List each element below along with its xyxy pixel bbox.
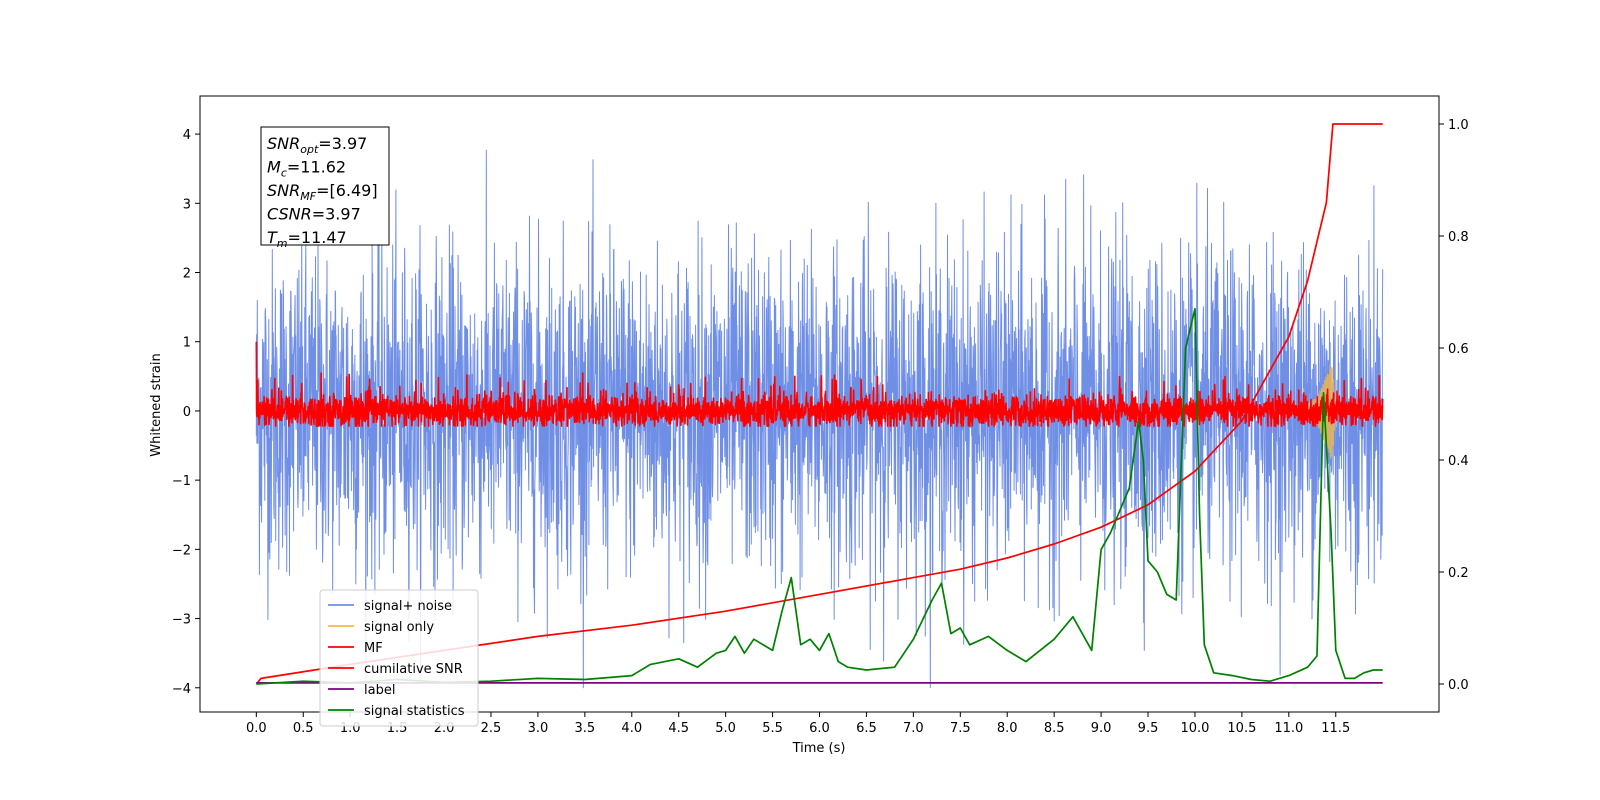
x-tick-label: 5.5 bbox=[762, 721, 783, 736]
y-tick-label: 3 bbox=[183, 197, 191, 212]
x-tick-label: 11.5 bbox=[1321, 721, 1350, 736]
y2-tick-label: 1.0 bbox=[1448, 118, 1469, 133]
y-tick-label: −2 bbox=[172, 543, 191, 558]
x-tick-label: 10.5 bbox=[1227, 721, 1256, 736]
y-axis-left: −4 −3 −2 −1 0 1 2 3 4 bbox=[172, 128, 200, 697]
x-tick-label: 8.5 bbox=[1044, 721, 1065, 736]
x-tick-label: 11.0 bbox=[1274, 721, 1303, 736]
x-tick-label: 0.5 bbox=[293, 721, 314, 736]
legend-label-signal-noise: signal+ noise bbox=[364, 599, 452, 614]
x-tick-label: 9.5 bbox=[1138, 721, 1159, 736]
y2-tick-label: 0.0 bbox=[1448, 678, 1469, 693]
x-tick-label: 7.5 bbox=[950, 721, 971, 736]
legend-label-mf: MF bbox=[364, 641, 383, 656]
y2-tick-label: 0.2 bbox=[1448, 566, 1469, 581]
x-tick-label: 0.0 bbox=[246, 721, 267, 736]
x-tick-label: 2.5 bbox=[481, 721, 502, 736]
series-line-mf bbox=[255, 341, 1384, 427]
series-line-signal-statistics bbox=[256, 307, 1383, 685]
y-tick-label: 4 bbox=[183, 128, 191, 143]
legend-label-signal-only: signal only bbox=[364, 620, 434, 635]
y2-tick-label: 0.6 bbox=[1448, 342, 1469, 357]
y-tick-label: −3 bbox=[172, 613, 191, 628]
y-axis-right: 0.0 0.2 0.4 0.6 0.8 1.0 bbox=[1439, 118, 1469, 693]
x-tick-label: 7.0 bbox=[903, 721, 924, 736]
info-box-frame bbox=[260, 126, 390, 246]
x-tick-label: 3.5 bbox=[574, 721, 595, 736]
series-line-cumilative-snr bbox=[255, 123, 1383, 685]
x-tick-label: 4.5 bbox=[668, 721, 689, 736]
info-line: Tm=11.47 bbox=[267, 228, 347, 250]
legend-label-cumilative-snr: cumilative SNR bbox=[364, 662, 463, 677]
x-axis-label: Time (s) bbox=[792, 741, 846, 756]
legend-label-label: label bbox=[364, 683, 395, 698]
legend-label-signal-statistics: signal statistics bbox=[364, 704, 465, 719]
series-layer bbox=[255, 123, 1384, 689]
legend: signal+ noise signal only MF cumilative SNR… bbox=[319, 589, 479, 727]
series-line-signal-noise bbox=[255, 149, 1384, 689]
x-tick-label: 3.0 bbox=[528, 721, 549, 736]
x-tick-label: 8.0 bbox=[997, 721, 1018, 736]
info-line: Mc=11.62 bbox=[267, 158, 346, 180]
y-tick-label: −1 bbox=[172, 474, 191, 489]
info-line: CSNR=3.97 bbox=[267, 205, 361, 224]
y-tick-label: −4 bbox=[172, 682, 191, 697]
legend-frame bbox=[319, 589, 479, 727]
y-tick-label: 0 bbox=[183, 405, 191, 420]
y2-tick-label: 0.8 bbox=[1448, 230, 1469, 245]
y-tick-label: 2 bbox=[183, 266, 191, 281]
info-line: SNRMF=[6.49] bbox=[267, 181, 378, 203]
y-axis-label: Whitened strain bbox=[149, 353, 164, 456]
x-tick-label: 4.0 bbox=[621, 721, 642, 736]
x-tick-label: 9.0 bbox=[1091, 721, 1112, 736]
x-tick-label: 5.0 bbox=[715, 721, 736, 736]
y2-tick-label: 0.4 bbox=[1448, 454, 1469, 469]
x-tick-label: 10.0 bbox=[1180, 721, 1209, 736]
y-tick-label: 1 bbox=[183, 336, 191, 351]
x-tick-label: 6.5 bbox=[856, 721, 877, 736]
x-tick-label: 6.0 bbox=[809, 721, 830, 736]
info-line: SNRopt=3.97 bbox=[267, 134, 367, 156]
